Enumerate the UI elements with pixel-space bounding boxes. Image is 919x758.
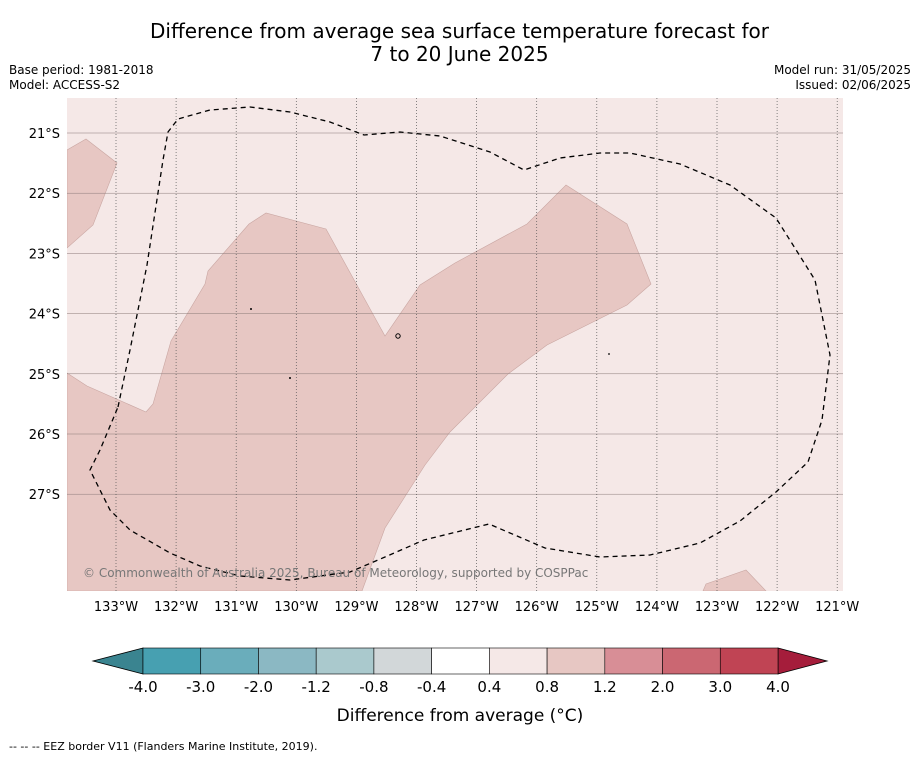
latitude-label: 23°S: [29, 247, 60, 262]
longitude-label: 129°W: [334, 600, 378, 615]
issued-text: Issued: 02/06/2025: [795, 78, 911, 92]
colorbar-segment: [489, 647, 548, 675]
colorbar-tick-label: 1.2: [593, 678, 617, 696]
longitude-label: 127°W: [455, 600, 499, 615]
longitude-label: 123°W: [695, 600, 739, 615]
colorbar-under-arrow: [91, 647, 144, 675]
colorbar-over-arrow: [777, 647, 829, 675]
colorbar-tick-label: 0.8: [535, 678, 559, 696]
island-marker: [395, 333, 401, 339]
colorbar-label: Difference from average (°C): [337, 706, 584, 726]
colorbar-tick-label: -2.0: [244, 678, 273, 696]
latitude-label: 22°S: [29, 187, 60, 202]
graticule: [67, 98, 843, 591]
colorbar-tick-label: -1.2: [302, 678, 331, 696]
colorbar-tick-label: -0.4: [417, 678, 446, 696]
island-marker: [289, 377, 291, 379]
latitude-label: 27°S: [29, 488, 60, 503]
colorbar-tick-label: 0.4: [477, 678, 501, 696]
longitude-label: 125°W: [575, 600, 619, 615]
latitude-label: 24°S: [29, 308, 60, 323]
colorbar-tick-label: -0.8: [359, 678, 388, 696]
latitude-labels: 21°S 22°S 23°S 24°S 25°S 26°S 27°S: [29, 127, 60, 503]
longitude-label: 122°W: [755, 600, 799, 615]
copyright-text: © Commonwealth of Australia 2025, Bureau…: [83, 566, 588, 580]
colorbar-segment: [142, 647, 202, 675]
colorbar-tick-label: 4.0: [766, 678, 790, 696]
longitude-label: 128°W: [394, 600, 438, 615]
map-panel: © Commonwealth of Australia 2025, Bureau…: [29, 98, 860, 615]
longitude-label: 121°W: [815, 600, 859, 615]
colorbar-segment: [662, 647, 721, 675]
colorbar-tick-label: -3.0: [186, 678, 215, 696]
colorbar-segment: [373, 647, 432, 675]
colorbar-tick-label: -4.0: [128, 678, 157, 696]
model-run-text: Model run: 31/05/2025: [773, 63, 911, 77]
title-line-2: 7 to 20 June 2025: [370, 42, 549, 66]
longitude-label: 126°W: [515, 600, 559, 615]
longitude-label: 131°W: [214, 600, 258, 615]
model-text: Model: ACCESS-S2: [9, 78, 121, 92]
island-markers: [250, 308, 610, 379]
latitude-label: 26°S: [29, 428, 60, 443]
colorbar-tick-label: 3.0: [708, 678, 732, 696]
colorbar: -4.0 -3.0 -2.0 -1.2 -0.8 -0.4 0.4 0.8 1.2 2.0 3.0 4…: [91, 647, 829, 696]
latitude-label: 25°S: [29, 368, 60, 383]
eez-footnote: -- -- -- EEZ border V11 (Flanders Marine…: [9, 740, 318, 753]
island-marker: [250, 308, 252, 310]
anomaly-region-bottomright: [702, 569, 767, 591]
longitude-labels: 133°W 132°W 131°W 130°W 129°W 128°W 127°W 126°W…: [94, 600, 860, 615]
colorbar-segment: [546, 647, 606, 675]
colorbar-segment: [431, 647, 490, 675]
longitude-label: 130°W: [274, 600, 318, 615]
eez-border: [89, 106, 831, 581]
anomaly-region-main: [67, 184, 652, 591]
island-marker: [608, 353, 610, 355]
colorbar-segment: [604, 647, 663, 675]
colorbar-segment: [200, 647, 259, 675]
longitude-label: 124°W: [635, 600, 679, 615]
longitude-label: 133°W: [94, 600, 138, 615]
colorbar-segment: [258, 647, 317, 675]
colorbar-segment: [719, 647, 779, 675]
longitude-label: 132°W: [154, 600, 198, 615]
title-line-1: Difference from average sea surface temp…: [149, 19, 769, 43]
map-figure: © Commonwealth of Australia 2025, Bureau…: [29, 98, 860, 726]
colorbar-segment: [315, 647, 375, 675]
latitude-label: 21°S: [29, 127, 60, 142]
anomaly-region-topleft: [67, 138, 118, 249]
colorbar-tick-label: 2.0: [651, 678, 675, 696]
base-period-text: Base period: 1981-2018: [9, 63, 154, 77]
